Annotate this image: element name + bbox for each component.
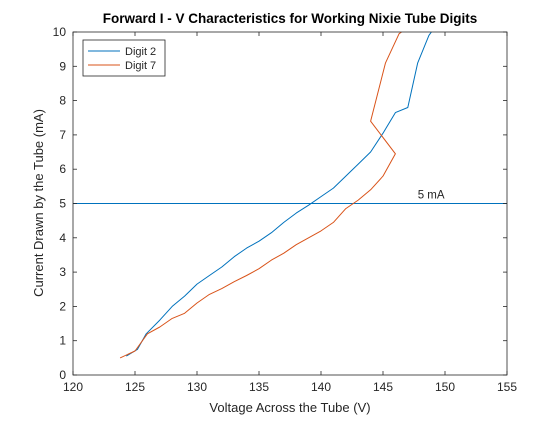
x-tick-label: 120 (63, 380, 83, 394)
x-tick-label: 135 (249, 380, 269, 394)
y-axis-label: Current Drawn by the Tube (mA) (31, 109, 46, 297)
y-tick-label: 0 (59, 368, 66, 382)
y-tick-label: 5 (59, 197, 66, 211)
axis-ticks: 120 125 130 135 140 145 150 155 0 1 2 3 4 5 6 7 8 9 10 (53, 25, 518, 394)
x-tick-label: 140 (311, 380, 331, 394)
y-tick-label: 6 (59, 162, 66, 176)
x-tick-label: 155 (497, 380, 517, 394)
chart-title: Forward I - V Characteristics for Workin… (103, 11, 478, 26)
legend-label-digit-7: Digit 7 (125, 60, 156, 72)
plot-frame (72, 31, 508, 376)
y-tick-label: 3 (59, 265, 66, 279)
reference-line-label: 5 mA (418, 190, 445, 202)
x-axis-label: Voltage Across the Tube (V) (209, 400, 370, 415)
legend-box (82, 39, 166, 77)
x-tick-label: 125 (125, 380, 145, 394)
y-tick-label: 7 (59, 128, 66, 142)
legend-label-digit-2: Digit 2 (125, 46, 156, 58)
x-tick-label: 130 (187, 380, 207, 394)
legend: Digit 2 Digit 7 (82, 39, 166, 77)
y-tick-label: 10 (53, 25, 67, 39)
x-tick-label: 145 (373, 380, 393, 394)
series-line-digit-2 (126, 32, 432, 357)
y-tick-label: 2 (59, 299, 66, 313)
x-tick-label: 150 (435, 380, 455, 394)
series-lines (119, 32, 432, 359)
y-tick-label: 4 (59, 231, 66, 245)
y-tick-label: 9 (59, 59, 66, 73)
y-tick-label: 1 (59, 334, 66, 348)
reference-lines: 5 mA (73, 190, 507, 204)
y-tick-label: 8 (59, 94, 66, 108)
series-line-digit-7 (119, 32, 402, 359)
